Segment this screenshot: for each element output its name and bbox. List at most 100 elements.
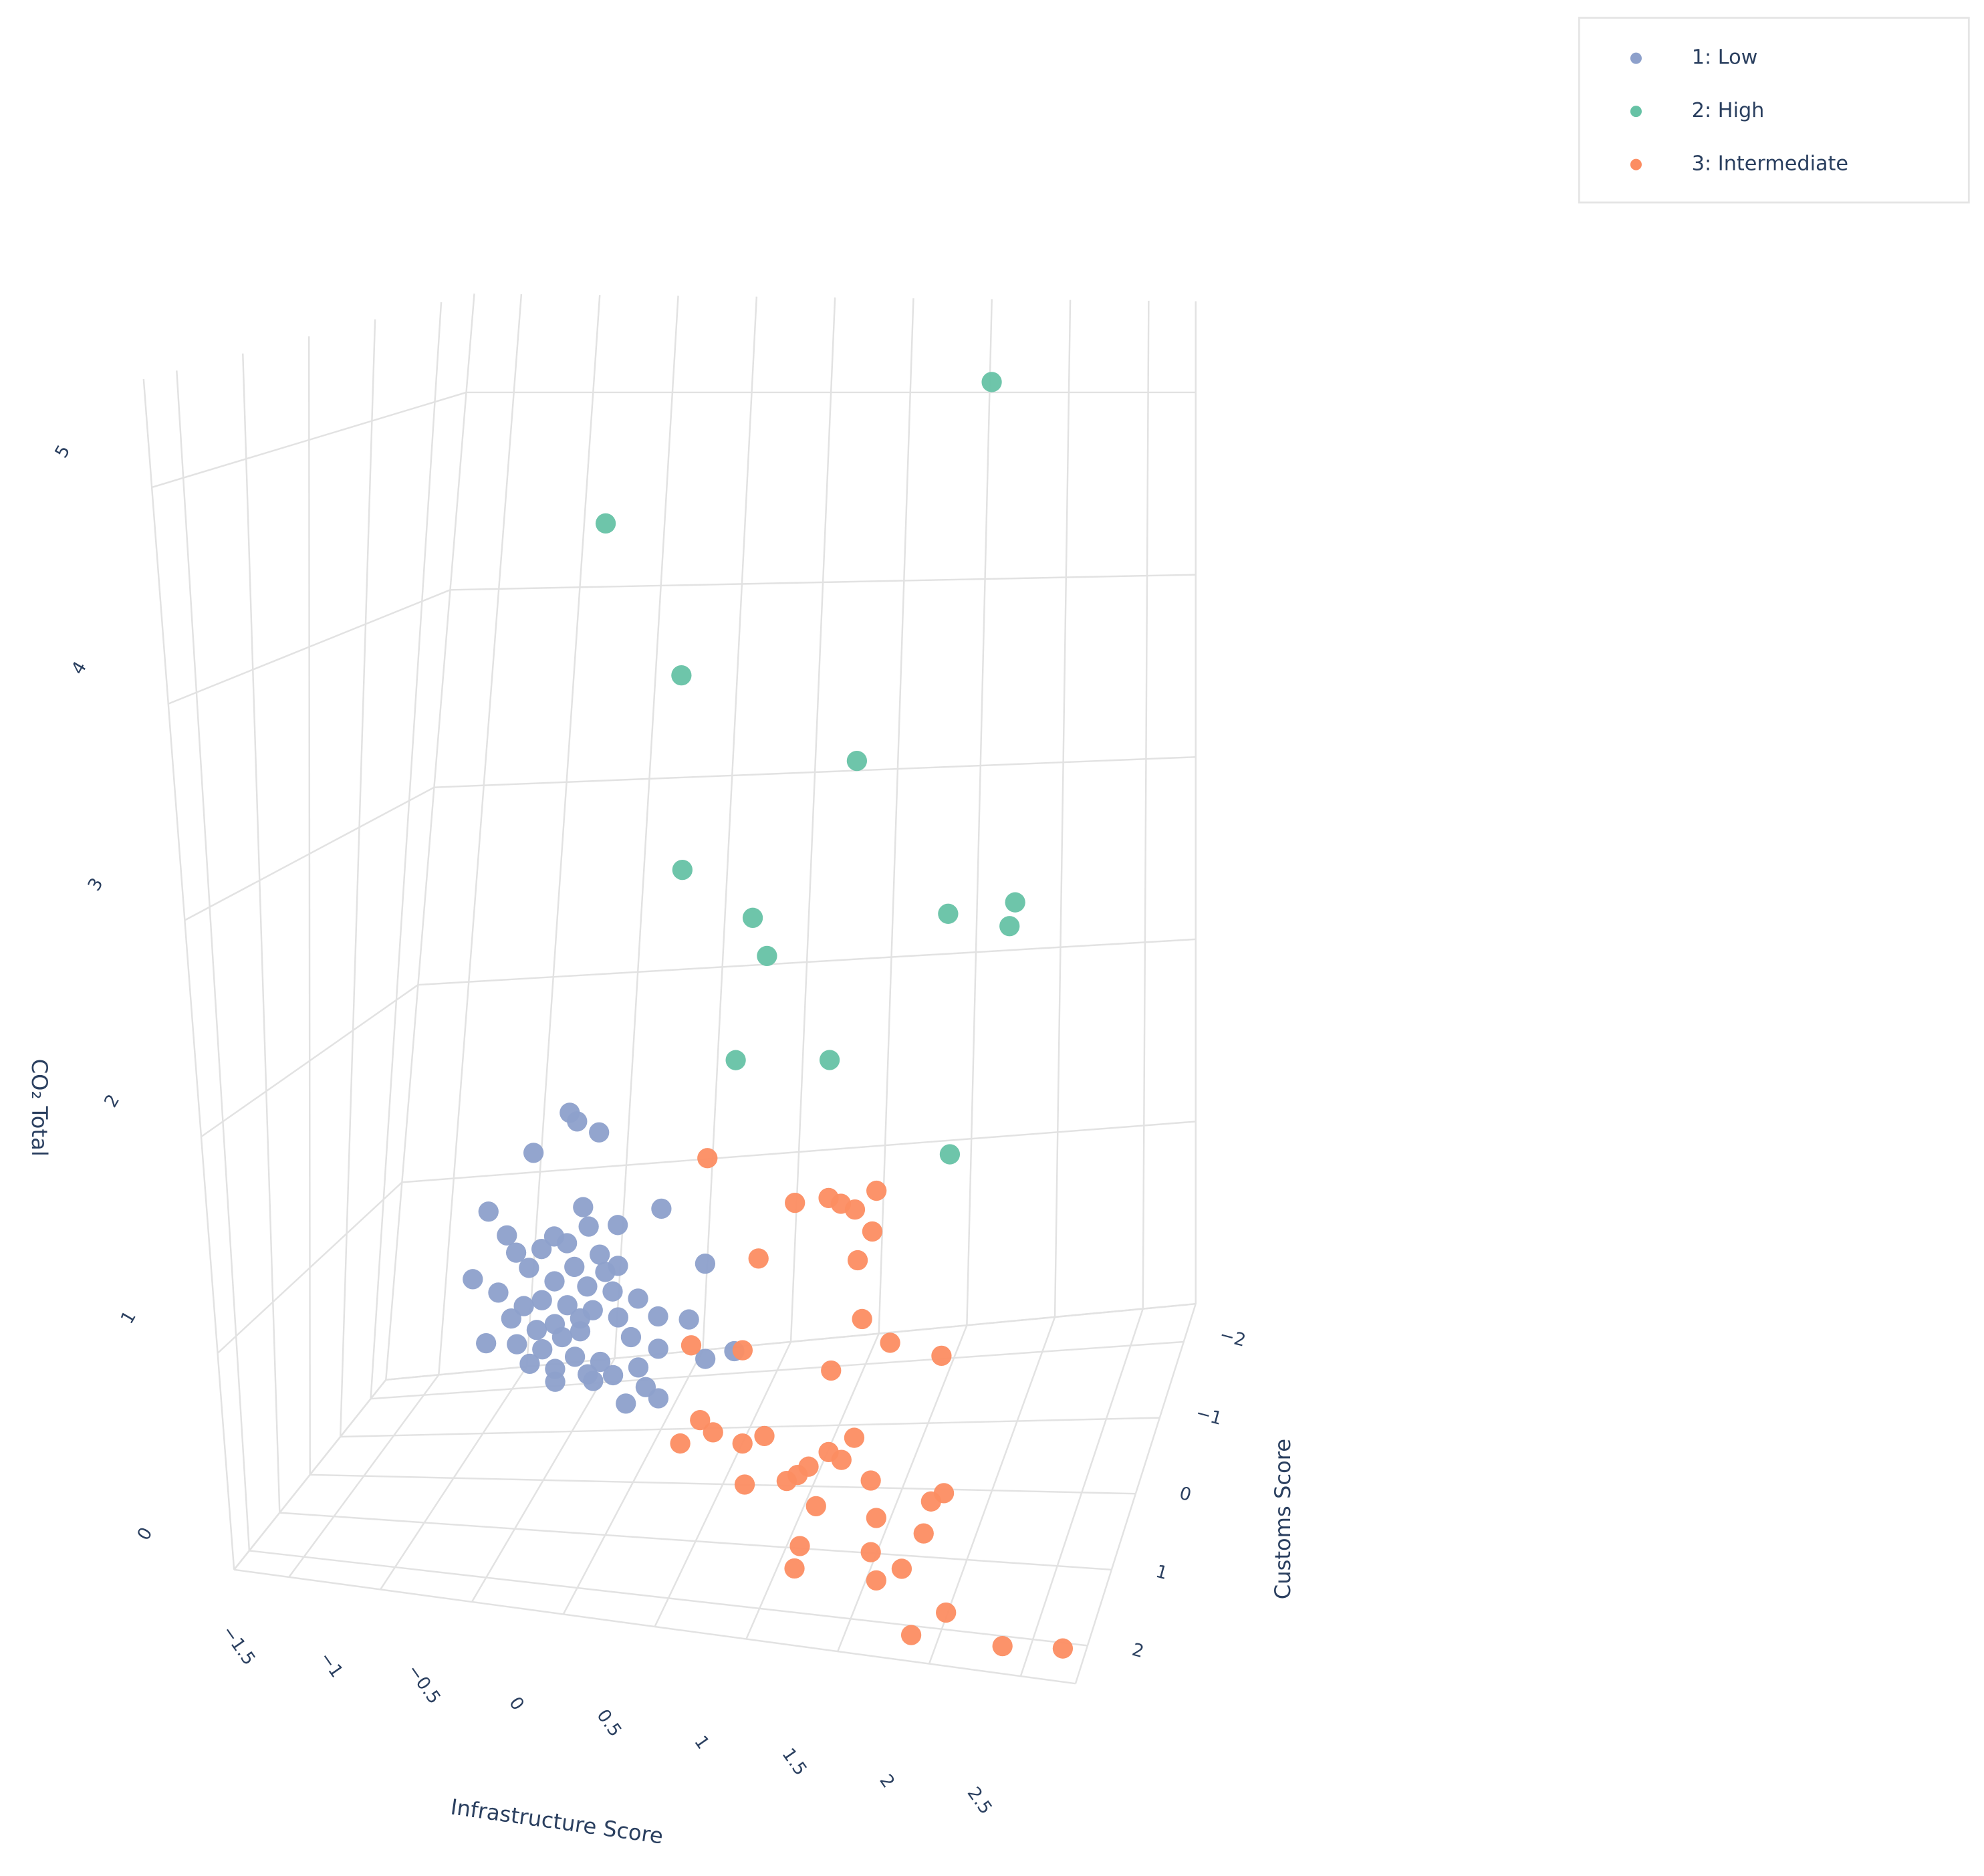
marker <box>590 1244 610 1265</box>
grid-line <box>168 589 451 705</box>
marker <box>589 1122 610 1143</box>
marker <box>608 1215 628 1236</box>
marker <box>860 1470 881 1491</box>
grid-line <box>201 984 419 1138</box>
marker <box>703 1422 723 1443</box>
marker <box>821 1360 842 1381</box>
grid-line <box>1142 300 1150 1309</box>
y-tick-label: 1 <box>1154 1561 1170 1584</box>
grid-line <box>309 1474 1136 1495</box>
marker <box>891 1558 912 1579</box>
grid-line <box>525 295 601 1367</box>
marker <box>564 1346 586 1367</box>
y-tick-label: 0 <box>1177 1483 1193 1506</box>
marker <box>573 1197 594 1217</box>
legend: 1: Low 2: High 3: Intermediate <box>1630 46 1848 176</box>
z-tick-label: 2 <box>100 1091 124 1111</box>
grid-line <box>966 299 993 1326</box>
grid-line <box>418 938 1196 986</box>
x-tick-label: 0.5 <box>592 1706 626 1740</box>
marker <box>852 1308 872 1330</box>
grid-line <box>434 756 1196 788</box>
grid-line <box>789 297 836 1342</box>
grid-line <box>217 1181 403 1354</box>
grid-line <box>385 294 475 1380</box>
x-tick-label: −0.5 <box>403 1661 445 1708</box>
y-axis-title: Customs Score <box>1270 1439 1295 1599</box>
marker <box>900 1625 922 1645</box>
marker <box>920 1491 941 1512</box>
marker <box>847 1250 868 1271</box>
marker <box>819 1050 840 1070</box>
marker <box>590 1351 611 1373</box>
marker <box>831 1449 852 1470</box>
marker <box>671 665 692 686</box>
marker <box>531 1290 552 1310</box>
marker <box>544 1271 565 1292</box>
marker <box>556 1233 578 1254</box>
marker <box>507 1334 527 1355</box>
marker <box>784 1558 805 1579</box>
marker <box>725 1050 746 1070</box>
marker <box>846 750 868 772</box>
marker <box>570 1308 591 1329</box>
marker <box>999 916 1020 937</box>
marker <box>880 1332 900 1353</box>
grid-line <box>242 353 281 1513</box>
marker <box>789 1536 810 1556</box>
marker <box>488 1282 509 1303</box>
marker <box>866 1508 886 1528</box>
marker <box>931 1345 952 1367</box>
marker <box>551 1326 573 1348</box>
y-tick-label: −1 <box>1194 1403 1225 1429</box>
marker <box>651 1198 672 1219</box>
grid-line <box>1074 1303 1197 1684</box>
x-tick-label: −1.5 <box>218 1622 259 1669</box>
marker <box>754 1425 775 1447</box>
legend-marker <box>1630 106 1642 118</box>
marker <box>844 1199 866 1220</box>
x-axis-title: Infrastructure Score <box>449 1794 665 1849</box>
y-tick-label: 2 <box>1130 1639 1146 1662</box>
marker <box>526 1320 547 1340</box>
markers <box>463 372 1074 1659</box>
marker <box>519 1353 540 1375</box>
grid-line <box>151 391 467 489</box>
grid-line <box>702 296 758 1351</box>
legend-marker <box>1630 52 1642 64</box>
marker <box>476 1332 497 1354</box>
z-tick-label: 1 <box>117 1307 140 1327</box>
grid-line <box>370 302 443 1399</box>
marker <box>732 1340 753 1361</box>
marker <box>545 1371 566 1392</box>
marker <box>695 1349 716 1369</box>
grid-line <box>184 786 435 921</box>
z-tick-label: 4 <box>68 658 91 678</box>
marker <box>680 1335 702 1356</box>
marker <box>595 1262 616 1282</box>
marker <box>463 1269 483 1290</box>
marker <box>1005 892 1025 913</box>
marker <box>497 1225 517 1246</box>
z-tick-label: 5 <box>51 441 74 461</box>
marker <box>678 1309 699 1330</box>
marker <box>583 1371 604 1391</box>
x-tick-label: 0 <box>505 1693 528 1714</box>
x-tick-label: 1.5 <box>778 1744 812 1779</box>
grid-line <box>339 319 376 1437</box>
marker <box>939 1144 961 1165</box>
marker <box>620 1326 642 1348</box>
grid-line <box>279 1512 1112 1571</box>
marker <box>866 1570 886 1591</box>
marker <box>505 1242 527 1263</box>
grid-line <box>370 1340 1184 1400</box>
legend-label: 3: Intermediate <box>1692 152 1848 176</box>
marker <box>860 1542 881 1562</box>
x-tick-label: 2 <box>875 1771 898 1792</box>
grid-line <box>402 1121 1196 1183</box>
marker <box>938 903 959 924</box>
grid-line <box>142 378 235 1570</box>
marker <box>567 1111 588 1132</box>
